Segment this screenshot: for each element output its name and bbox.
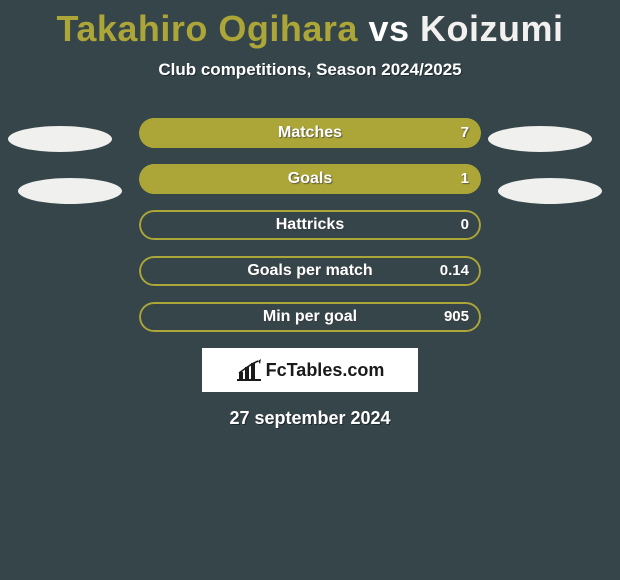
logo-text: FcTables.com <box>266 360 385 381</box>
page-title: Takahiro Ogihara vs Koizumi <box>0 0 620 50</box>
stat-row: Matches7 <box>139 118 481 148</box>
subtitle: Club competitions, Season 2024/2025 <box>0 60 620 80</box>
logo: FcTables.com <box>236 359 385 381</box>
stat-row-label: Goals per match <box>139 256 481 286</box>
title-player2: Koizumi <box>420 8 564 49</box>
title-vs: vs <box>358 8 420 49</box>
stat-row-value: 7 <box>461 118 469 148</box>
stat-row-value: 905 <box>444 302 469 332</box>
stat-row-value: 1 <box>461 164 469 194</box>
stat-row: Hattricks0 <box>139 210 481 240</box>
stat-row-value: 0.14 <box>440 256 469 286</box>
stat-row-label: Goals <box>139 164 481 194</box>
stat-row-label: Matches <box>139 118 481 148</box>
stat-row: Goals per match0.14 <box>139 256 481 286</box>
stat-row-label: Hattricks <box>139 210 481 240</box>
stat-rows: Matches7Goals1Hattricks0Goals per match0… <box>0 118 620 332</box>
stat-row-label: Min per goal <box>139 302 481 332</box>
logo-box: FcTables.com <box>202 348 418 392</box>
date-text: 27 september 2024 <box>0 408 620 429</box>
title-player1: Takahiro Ogihara <box>57 8 358 49</box>
bars-chart-icon <box>236 359 262 381</box>
stat-row: Goals1 <box>139 164 481 194</box>
stat-row-value: 0 <box>461 210 469 240</box>
stat-row: Min per goal905 <box>139 302 481 332</box>
